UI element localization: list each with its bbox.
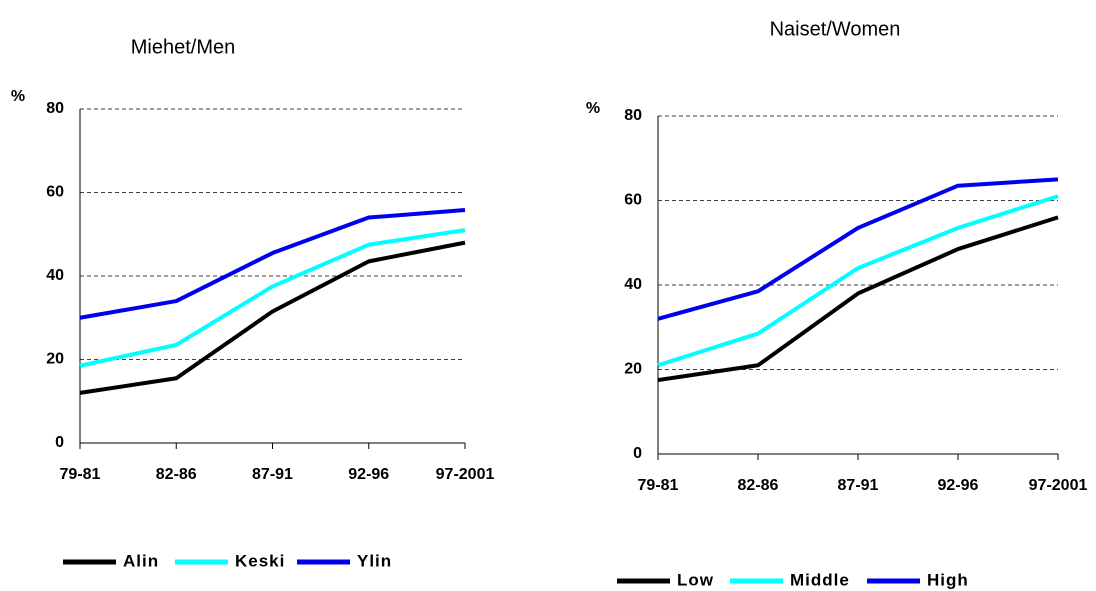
legend-label: Low xyxy=(677,570,714,589)
series-line xyxy=(657,177,1059,321)
y-tick-label: 60 xyxy=(46,184,64,201)
y-tick-label: 0 xyxy=(55,434,64,451)
legend-label: Keski xyxy=(235,551,285,570)
series-line xyxy=(657,194,1059,368)
y-tick-label: 40 xyxy=(46,267,64,284)
y-tick-label: 60 xyxy=(624,192,642,209)
series-line xyxy=(79,208,466,320)
x-tick-label: 82-86 xyxy=(738,477,779,494)
x-tick-label: 97-2001 xyxy=(436,466,495,483)
chart-title: Miehet/Men xyxy=(131,36,236,58)
y-axis-label: % xyxy=(11,88,25,105)
x-tick-label: 87-91 xyxy=(838,477,879,494)
x-tick-label: 79-81 xyxy=(638,477,679,494)
chart-title: Naiset/Women xyxy=(770,18,901,40)
series-line xyxy=(79,240,466,395)
legend-label: Ylin xyxy=(357,551,392,570)
x-tick-label: 82-86 xyxy=(156,466,197,483)
y-tick-label: 80 xyxy=(46,100,64,117)
legend-label: Middle xyxy=(790,570,850,589)
y-tick-label: 80 xyxy=(624,107,642,124)
x-tick-label: 97-2001 xyxy=(1029,477,1088,494)
y-axis-label: % xyxy=(586,100,600,117)
x-tick-label: 92-96 xyxy=(348,466,389,483)
legend-label: High xyxy=(927,570,969,589)
y-tick-label: 0 xyxy=(633,445,642,462)
series-line xyxy=(79,228,466,368)
x-tick-label: 79-81 xyxy=(60,466,101,483)
x-tick-label: 92-96 xyxy=(938,477,979,494)
legend-label: Alin xyxy=(123,551,159,570)
y-tick-label: 20 xyxy=(46,351,64,368)
x-tick-label: 87-91 xyxy=(252,466,293,483)
y-tick-label: 40 xyxy=(624,276,642,293)
y-tick-label: 20 xyxy=(624,361,642,378)
series-line xyxy=(657,215,1059,383)
